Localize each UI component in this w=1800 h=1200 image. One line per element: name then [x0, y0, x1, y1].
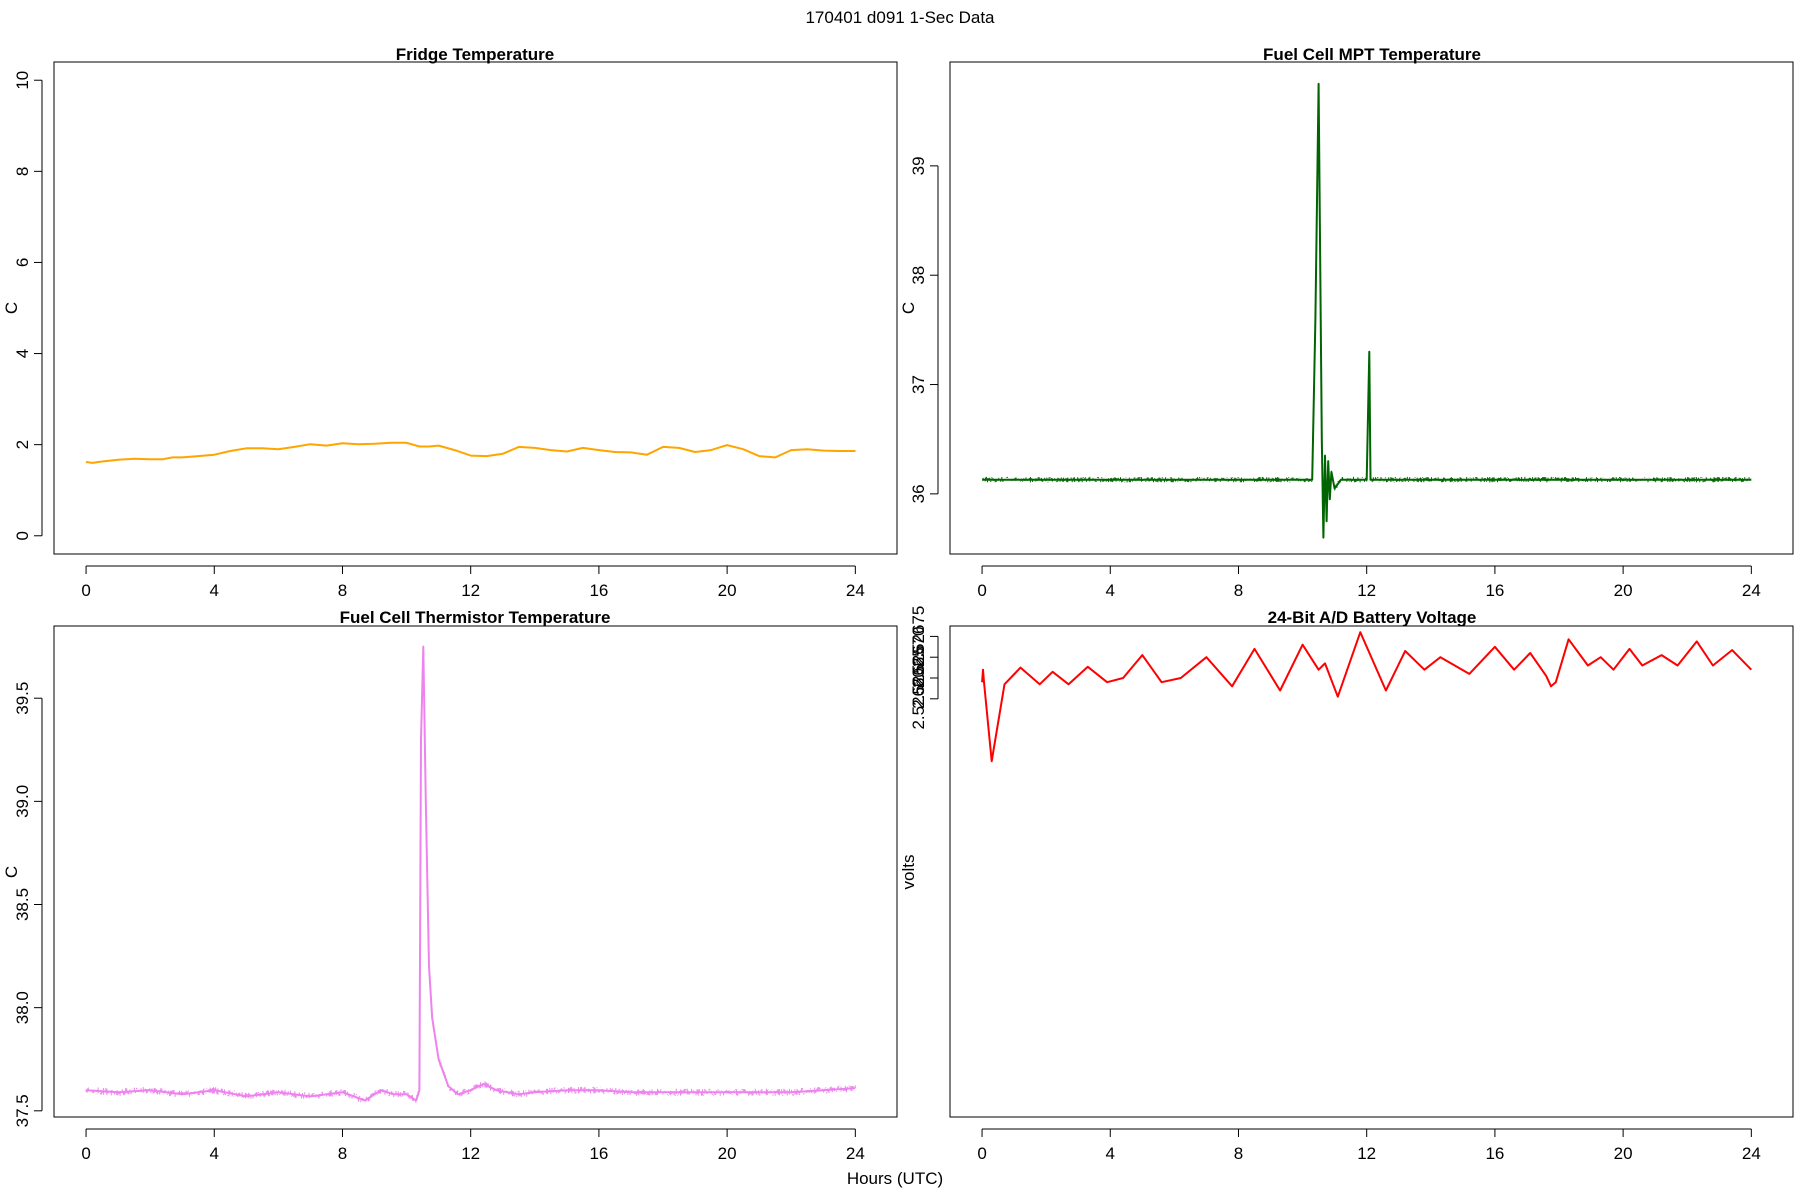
y-tick-label: 38.0	[13, 991, 32, 1024]
plot-frame	[949, 625, 1794, 1118]
x-tick-label: 20	[718, 581, 737, 600]
y-tick-label: 6	[13, 258, 32, 267]
x-tick-label: 4	[210, 581, 219, 600]
figure-title: 170401 d091 1-Sec Data	[805, 8, 995, 27]
series-line	[85, 441, 856, 464]
y-tick-label: 4	[13, 349, 32, 358]
y-tick-label: 37	[909, 375, 928, 394]
x-tick-label: 24	[846, 581, 865, 600]
x-tick-label: 20	[1614, 1144, 1633, 1163]
series-line	[982, 82, 1752, 539]
panel-battery-voltage: 24-Bit A/D Battery Voltage volts 0 4 8 12 16…	[899, 606, 1794, 1163]
y-tick-label: 2	[13, 440, 32, 449]
x-tick-label: 8	[1234, 581, 1243, 600]
series-noise	[85, 657, 856, 1104]
x-tick-label: 16	[1485, 1144, 1504, 1163]
series-line	[981, 631, 1753, 763]
series-noise	[981, 632, 1751, 761]
panel-title: 24-Bit A/D Battery Voltage	[1268, 608, 1477, 627]
x-tick-label: 24	[1742, 1144, 1761, 1163]
series-line	[86, 645, 856, 1102]
panel-title: Fuel Cell MPT Temperature	[1263, 45, 1481, 64]
y-tick-label: 2.52675	[909, 606, 928, 667]
y-axis-label: C	[899, 302, 918, 314]
x-tick-label: 16	[589, 581, 608, 600]
y-tick-label: 2.52665	[909, 647, 928, 708]
x-tick-label: 4	[210, 1144, 219, 1163]
y-axis-label: volts	[899, 855, 918, 890]
y-tick-label: 2.52670	[909, 626, 928, 687]
x-tick-label: 12	[1357, 1144, 1376, 1163]
x-tick-label: 24	[846, 1144, 865, 1163]
x-tick-label: 4	[1106, 1144, 1115, 1163]
x-tick-label: 12	[461, 1144, 480, 1163]
y-axis-label: C	[2, 866, 21, 878]
panel-title: Fuel Cell Thermistor Temperature	[340, 608, 611, 627]
plot-frame	[53, 61, 898, 555]
x-tick-label: 20	[1614, 581, 1633, 600]
x-tick-label: 20	[718, 1144, 737, 1163]
x-tick-label: 0	[81, 581, 90, 600]
y-tick-label: 39.5	[13, 682, 32, 715]
x-tick-label: 0	[977, 581, 986, 600]
plot-frame	[53, 625, 898, 1118]
x-tick-label: 4	[1106, 581, 1115, 600]
series-noise	[85, 442, 856, 464]
y-tick-label: 10	[13, 71, 32, 90]
x-tick-label: 16	[589, 1144, 608, 1163]
y-tick-label: 38.5	[13, 888, 32, 921]
y-tick-label: 36	[909, 484, 928, 503]
y-tick-label: 39.0	[13, 785, 32, 818]
y-tick-label: 8	[13, 167, 32, 176]
panel-fuel-cell-mpt-temperature: Fuel Cell MPT Temperature C 0 4 8 12 16 20 24 3…	[899, 45, 1794, 600]
x-tick-label: 8	[338, 1144, 347, 1163]
figure-xlabel: Hours (UTC)	[847, 1169, 943, 1188]
x-tick-label: 8	[1234, 1144, 1243, 1163]
x-tick-label: 8	[338, 581, 347, 600]
panel-title: Fridge Temperature	[396, 45, 554, 64]
x-tick-label: 0	[977, 1144, 986, 1163]
y-axis-label: C	[2, 302, 21, 314]
y-tick-label: 2.52660	[909, 668, 928, 729]
panel-fuel-cell-thermistor-temperature: Fuel Cell Thermistor Temperature C 0 4 8 12…	[2, 608, 898, 1163]
y-tick-label: 39	[909, 156, 928, 175]
plot-frame	[949, 61, 1794, 555]
y-tick-label: 37.5	[13, 1094, 32, 1127]
y-tick-label: 0	[13, 531, 32, 540]
plot-area: 0 4 8 12 16 20 24 37.5 38.0 38.5 39.0 39.5	[13, 625, 898, 1163]
x-tick-label: 24	[1742, 581, 1761, 600]
x-tick-label: 16	[1485, 581, 1504, 600]
x-tick-label: 12	[461, 581, 480, 600]
x-tick-label: 0	[81, 1144, 90, 1163]
x-tick-label: 12	[1357, 581, 1376, 600]
series-noise	[981, 182, 1752, 519]
y-tick-label: 38	[909, 266, 928, 285]
plot-area: 0 4 8 12 16 20 24 36 37 38 39	[909, 61, 1794, 600]
